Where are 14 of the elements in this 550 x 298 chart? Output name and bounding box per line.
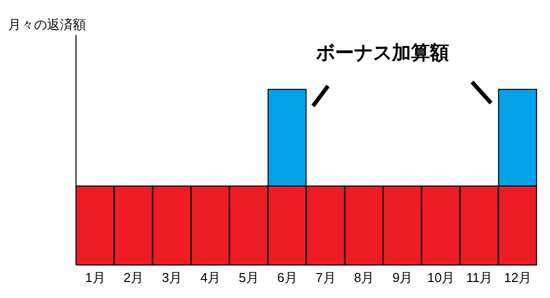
x-tick-label: 10月 [427,270,455,286]
x-tick-label: 3月 [162,270,182,286]
x-tick-label: 2月 [124,270,144,286]
x-tick-label: 5月 [238,270,259,286]
x-tick-label: 4月 [200,270,221,286]
text: ボーナス加算額 [316,42,449,66]
x-tick-label: 8月 [354,270,374,286]
y-axis-title: 月々の返済額 [8,16,86,34]
x-tick-label: 12月 [504,270,532,286]
x-tick-label: 6月 [277,270,298,286]
x-tick-label: 9月 [392,270,413,286]
x-tick-label: 11月 [466,270,493,286]
x-tick-label: 7月 [316,270,336,286]
x-tick-label: 1月 [85,270,106,286]
